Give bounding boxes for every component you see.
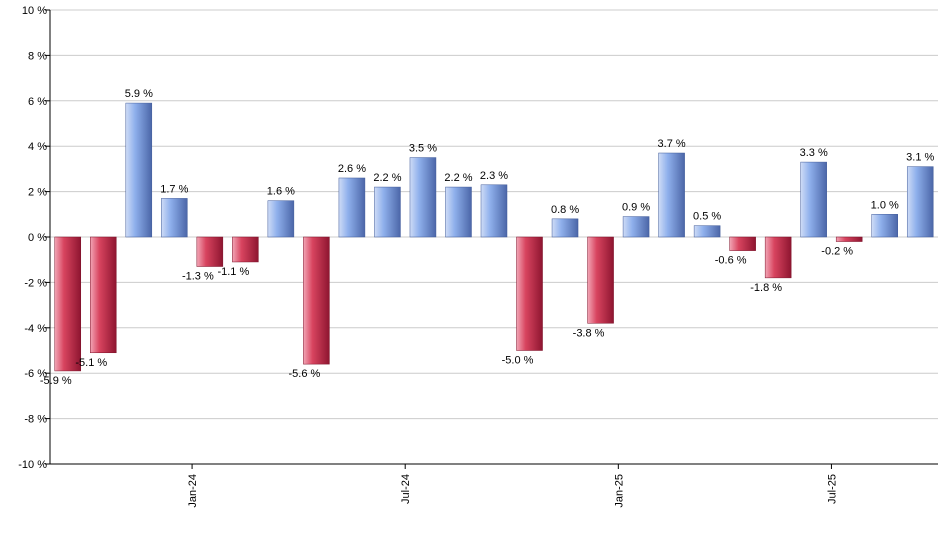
bar xyxy=(374,186,401,238)
bar xyxy=(729,236,756,251)
x-tick-label: Jan-25 xyxy=(613,474,625,508)
bar-data-label: 0.5 % xyxy=(693,211,721,223)
bar-data-label: 0.8 % xyxy=(551,204,579,216)
bar-data-label: -5.9 % xyxy=(40,375,72,387)
bar xyxy=(516,236,543,351)
bar xyxy=(764,236,792,279)
bar-data-label: -5.6 % xyxy=(289,368,321,380)
y-tick-label: 8 % xyxy=(28,50,47,62)
bar-data-label: -5.0 % xyxy=(502,355,534,367)
bar xyxy=(800,161,827,238)
bar xyxy=(125,102,153,238)
bar xyxy=(161,198,188,238)
bar-data-label: 1.6 % xyxy=(267,186,295,198)
bar xyxy=(906,166,934,238)
y-tick-label: 2 % xyxy=(28,187,47,199)
y-tick-label: -4 % xyxy=(24,323,47,335)
bar-data-label: 1.0 % xyxy=(871,199,899,211)
bar-data-label: 0.9 % xyxy=(622,202,650,214)
bar-data-label: -1.3 % xyxy=(182,271,214,283)
bar-data-label: -5.1 % xyxy=(75,357,107,369)
x-tick-label: Jul-24 xyxy=(400,474,412,504)
y-tick-label: 10 % xyxy=(22,5,47,17)
bar xyxy=(480,184,508,238)
y-tick-label: -10 % xyxy=(18,459,47,471)
data-labels: -5.9 %-5.1 % 5.9 % 1.7 % -1.3 % -1.1 % 1.6 % -… xyxy=(40,88,935,387)
bar-data-label: 3.7 % xyxy=(658,138,686,150)
bar xyxy=(267,200,295,238)
bar xyxy=(622,216,650,238)
bar xyxy=(409,157,437,238)
bar-data-label: 2.3 % xyxy=(480,170,508,182)
bar-data-label: 2.2 % xyxy=(444,172,472,184)
bar xyxy=(587,236,614,324)
bar-data-label: 5.9 % xyxy=(125,88,153,100)
bar xyxy=(658,152,685,238)
bar-data-label: -1.8 % xyxy=(750,282,782,294)
y-tick-label: 6 % xyxy=(28,96,47,108)
bar xyxy=(90,236,117,354)
bar xyxy=(871,214,898,238)
bar-data-label: -3.8 % xyxy=(573,327,605,339)
bar-data-label: -0.2 % xyxy=(821,246,853,258)
bar-data-label: 3.5 % xyxy=(409,143,437,155)
y-tick-label: -6 % xyxy=(24,368,47,380)
bar-data-label: 3.1 % xyxy=(906,152,934,164)
bar xyxy=(693,225,721,238)
bar xyxy=(445,186,472,238)
bar-data-label: 3.3 % xyxy=(800,147,828,159)
bar-data-label: -0.6 % xyxy=(715,255,747,267)
bar xyxy=(196,236,224,267)
bars xyxy=(54,102,934,372)
y-tick-label: -8 % xyxy=(24,414,47,426)
bar-data-label: 1.7 % xyxy=(160,183,188,195)
x-tick-label: Jan-24 xyxy=(187,474,199,508)
bar-data-label: -1.1 % xyxy=(217,266,249,278)
bar xyxy=(835,236,863,242)
bar xyxy=(303,236,330,365)
y-tick-label: 0 % xyxy=(28,232,47,244)
axes: 10 % 8 % 6 % 4 % 2 % 0 % -2 % -4 % -6 % -8 % -10 %… xyxy=(18,5,938,508)
bar xyxy=(338,177,366,238)
bar xyxy=(551,218,579,238)
bar-data-label: 2.2 % xyxy=(373,172,401,184)
bar xyxy=(54,236,82,372)
bar-data-label: 2.6 % xyxy=(338,163,366,175)
y-tick-label: -2 % xyxy=(24,277,47,289)
bar xyxy=(232,236,259,263)
x-tick-label: Jul-25 xyxy=(826,474,838,504)
y-tick-label: 4 % xyxy=(28,141,47,153)
